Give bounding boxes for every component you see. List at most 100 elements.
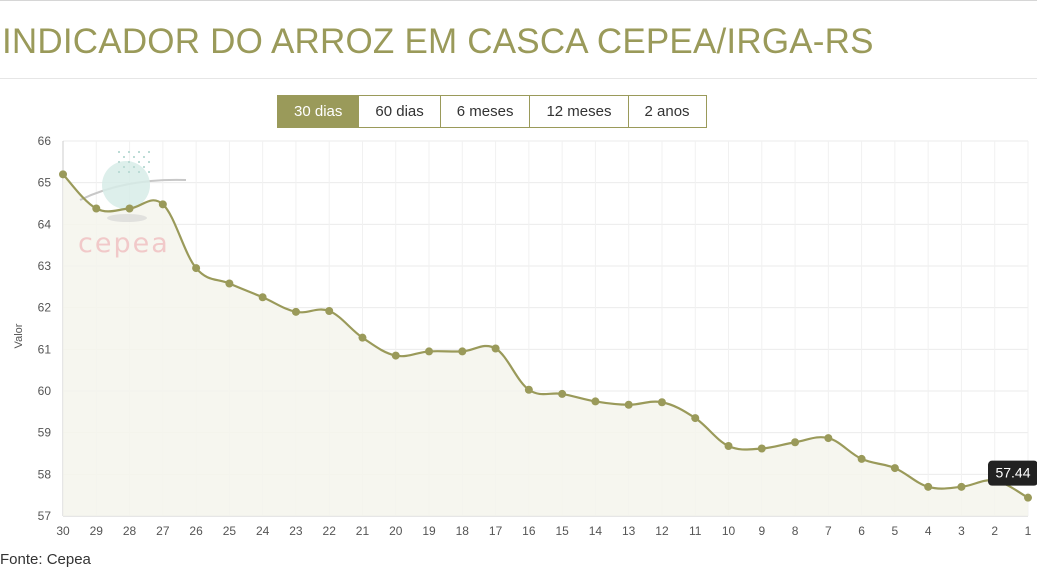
range-button-60-dias[interactable]: 60 dias (359, 96, 441, 127)
x-tick-13: 13 (622, 524, 636, 538)
watermark-dot (118, 161, 120, 163)
watermark-dot (148, 161, 150, 163)
watermark-dot (128, 171, 130, 173)
x-tick-26: 26 (189, 524, 203, 538)
x-tick-3: 3 (958, 524, 965, 538)
x-tick-14: 14 (589, 524, 603, 538)
data-point-27 (158, 200, 167, 209)
x-tick-6: 6 (858, 524, 865, 538)
x-tick-19: 19 (422, 524, 436, 538)
data-point-3 (957, 482, 966, 491)
watermark-dot (138, 161, 140, 163)
data-point-25 (225, 279, 234, 288)
title-divider (0, 78, 1037, 79)
top-border (0, 0, 1037, 1)
data-point-1 (1024, 493, 1032, 502)
x-tick-5: 5 (892, 524, 899, 538)
watermark-dot (123, 166, 125, 168)
watermark-dot (128, 151, 130, 153)
watermark-shadow (107, 214, 147, 222)
data-point-14 (591, 397, 600, 406)
area-layer (63, 174, 1028, 517)
x-tick-2: 2 (991, 524, 998, 538)
y-tick-58: 58 (38, 467, 52, 481)
data-point-18 (458, 347, 467, 356)
y-tick-57: 57 (38, 509, 52, 523)
data-point-10 (724, 442, 733, 450)
data-point-16 (524, 385, 533, 394)
source-note: Fonte: Cepea (0, 551, 91, 568)
y-tick-62: 62 (38, 301, 52, 315)
x-tick-8: 8 (792, 524, 799, 538)
x-tick-30: 30 (56, 524, 70, 538)
watermark-dot (118, 171, 120, 173)
x-tick-16: 16 (522, 524, 536, 538)
y-axis-ticks: 57 58 59 60 61 62 63 64 65 66 (38, 134, 52, 523)
y-axis-label: Valor (13, 323, 25, 348)
watermark-dot (138, 151, 140, 153)
x-tick-23: 23 (289, 524, 303, 538)
data-point-11 (691, 414, 700, 423)
series-area (63, 174, 1028, 517)
y-tick-65: 65 (38, 176, 52, 190)
watermark-dot (148, 171, 150, 173)
range-button-2-anos[interactable]: 2 anos (628, 96, 706, 127)
x-tick-21: 21 (356, 524, 370, 538)
watermark-dot (133, 166, 135, 168)
x-tick-25: 25 (223, 524, 237, 538)
x-tick-4: 4 (925, 524, 932, 538)
x-tick-27: 27 (156, 524, 170, 538)
range-button-12-meses[interactable]: 12 meses (530, 96, 629, 127)
cepea-watermark: cepea (78, 151, 187, 259)
watermark-dot (138, 171, 140, 173)
data-point-15 (558, 389, 567, 398)
data-point-29 (92, 204, 101, 213)
watermark-logo-text: cepea (78, 228, 170, 259)
y-tick-59: 59 (38, 426, 52, 440)
range-selector: 30 dias 60 dias 6 meses 12 meses 2 anos (277, 95, 707, 128)
y-tick-66: 66 (38, 134, 52, 148)
tooltip-value: 57.44 (995, 465, 1030, 481)
x-tick-9: 9 (758, 524, 765, 538)
page-title: INDICADOR DO ARROZ EM CASCA CEPEA/IRGA-R… (2, 22, 874, 61)
watermark-dot (118, 151, 120, 153)
data-point-5 (890, 464, 899, 473)
x-tick-29: 29 (90, 524, 104, 538)
data-point-19 (425, 347, 434, 356)
watermark-dot (133, 156, 135, 158)
data-point-7 (824, 434, 833, 443)
data-point-8 (791, 438, 800, 447)
range-button-30-dias[interactable]: 30 dias (278, 96, 360, 127)
tooltip-box (988, 460, 1037, 486)
data-point-23 (291, 307, 300, 316)
data-point-30 (59, 170, 67, 179)
y-tick-61: 61 (38, 342, 52, 356)
x-tick-15: 15 (555, 524, 569, 538)
watermark-dot (143, 156, 145, 158)
data-point-13 (624, 400, 633, 409)
watermark-dot (148, 151, 150, 153)
data-point-6 (857, 454, 866, 463)
x-tick-28: 28 (123, 524, 137, 538)
x-tick-18: 18 (456, 524, 470, 538)
x-axis-ticks: 30 29 28 27 26 25 24 23 22 21 20 19 18 17 16 15 14 13 12 11… (56, 524, 1031, 538)
data-point-17 (491, 344, 500, 353)
x-tick-22: 22 (323, 524, 337, 538)
x-tick-20: 20 (389, 524, 403, 538)
data-point-12 (657, 398, 666, 407)
watermark-dot (128, 161, 130, 163)
x-tick-24: 24 (256, 524, 270, 538)
x-tick-10: 10 (722, 524, 736, 538)
data-point-28 (125, 204, 134, 213)
data-point-26 (192, 264, 201, 273)
data-point-4 (924, 482, 933, 491)
watermark-dots (118, 151, 150, 173)
data-point-24 (258, 293, 267, 302)
x-tick-11: 11 (689, 524, 702, 538)
range-button-6-meses[interactable]: 6 meses (440, 96, 531, 127)
y-tick-64: 64 (38, 217, 52, 231)
x-tick-1: 1 (1025, 524, 1032, 538)
globe-icon (102, 161, 150, 209)
watermark-dot (143, 166, 145, 168)
